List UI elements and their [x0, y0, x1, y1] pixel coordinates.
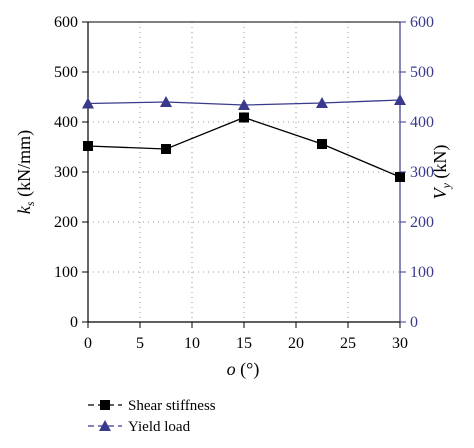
data-point-shear-stiffness [395, 172, 405, 182]
legend-label-yield-load: Yield load [128, 419, 191, 435]
x-tick-label: 10 [184, 335, 200, 352]
data-point-yield-load [316, 97, 328, 108]
legend-item-yield-load: Yield load [88, 419, 191, 435]
y-axis-left-title: ks (kN/mm) [14, 130, 37, 214]
y-left-tick-label: 400 [54, 114, 78, 131]
y-left-tick-label: 600 [54, 14, 78, 31]
data-point-shear-stiffness [83, 141, 93, 151]
y-right-tick-label: 500 [410, 64, 434, 81]
grid [88, 22, 400, 322]
y-right-tick-label: 400 [410, 114, 434, 131]
x-tick-label: 5 [136, 335, 144, 352]
legend-item-shear-stiffness: Shear stiffness [88, 398, 216, 414]
y-left-tick-label: 300 [54, 164, 78, 181]
data-point-shear-stiffness [239, 112, 249, 123]
data-point-yield-load [238, 99, 250, 110]
y-left-tick-label: 0 [70, 314, 78, 331]
y-right-tick-label: 0 [410, 314, 418, 331]
x-axis-title: o (°) [227, 359, 260, 380]
y-right-tick-label: 200 [410, 214, 434, 231]
legend-label-shear-stiffness: Shear stiffness [128, 398, 216, 414]
legend: Shear stiffness Yield load [88, 398, 216, 435]
data-point-yield-load [394, 94, 406, 105]
x-tick-label: 15 [236, 335, 252, 352]
data-point-yield-load [160, 96, 172, 107]
x-tick-label: 0 [84, 335, 92, 352]
x-tick-label: 30 [392, 335, 408, 352]
y-left-tick-label: 500 [54, 64, 78, 81]
data-point-shear-stiffness [317, 139, 327, 149]
y-right-tick-label: 600 [410, 14, 434, 31]
x-tick-label: 20 [288, 335, 304, 352]
data-point-shear-stiffness [161, 144, 171, 154]
y-axis-right-title: Vy (kN) [430, 145, 453, 200]
y-left-tick-label: 100 [54, 264, 78, 281]
series-layer [82, 94, 406, 182]
data-point-yield-load [82, 97, 94, 109]
ticks-layer: 0 5 10 15 20 25 300100200300400500600010020030… [54, 14, 434, 352]
y-left-tick-label: 200 [54, 214, 78, 231]
legend-marker-square [100, 400, 110, 410]
y-right-tick-label: 100 [410, 264, 434, 281]
legend-marker-triangle [99, 420, 111, 431]
y-right-tick-label: 300 [410, 164, 434, 181]
x-tick-label: 25 [340, 335, 356, 352]
